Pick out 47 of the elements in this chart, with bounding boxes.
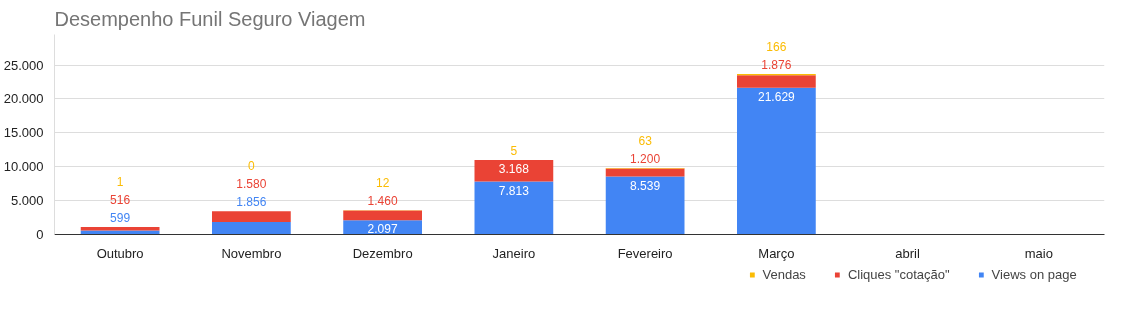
data-label: 0 (248, 159, 256, 174)
bar (474, 181, 554, 235)
bar (737, 87, 816, 235)
y-tick-label: 25.000 (3, 57, 44, 73)
y-tick-label: 20.000 (3, 91, 44, 107)
x-tick-label: Dezembro (352, 245, 413, 261)
y-tick-label: 10.000 (3, 159, 44, 175)
bar (605, 168, 685, 177)
data-label: 1.580 (236, 177, 267, 192)
data-label: 1 (116, 174, 124, 189)
bar (474, 160, 554, 182)
legend-label: Cliques "cotação" (847, 266, 950, 282)
data-label: 63 (638, 134, 653, 149)
y-tick-label: 5.000 (10, 193, 44, 209)
data-label: 12 (375, 176, 390, 191)
x-tick-label: Outubro (96, 245, 144, 261)
bar (605, 176, 685, 235)
data-label: 599 (110, 210, 131, 225)
data-label: 1.460 (367, 194, 398, 209)
bar (212, 221, 291, 235)
bar (212, 211, 291, 222)
data-label: 7.813 (498, 183, 530, 198)
y-tick-label: 0 (36, 227, 44, 242)
x-tick-label: Janeiro (492, 245, 536, 261)
data-label: 2.097 (367, 222, 398, 237)
x-tick-label: Novembro (221, 245, 282, 261)
bar (737, 75, 816, 88)
data-label: 166 (766, 40, 787, 55)
data-label: 21.629 (758, 89, 796, 104)
x-tick-label: Março (758, 245, 795, 261)
chart-title: Desempenho Funil Seguro Viagem (54, 7, 366, 30)
data-label: 516 (110, 192, 131, 207)
data-label: 1.856 (236, 195, 267, 210)
y-tick-label: 15.000 (3, 125, 44, 141)
bar (80, 230, 160, 235)
x-tick-label: maio (1024, 245, 1053, 261)
bar (343, 210, 422, 221)
data-label: 1.200 (630, 152, 661, 167)
x-tick-label: abril (895, 245, 921, 261)
data-label: 1.876 (761, 58, 792, 73)
legend-label: Vendas (762, 266, 806, 282)
x-tick-label: Fevereiro (617, 245, 673, 261)
bar (80, 226, 160, 231)
legend-label: Views on page (991, 266, 1077, 282)
data-label: 5 (510, 144, 518, 159)
data-label: 3.168 (498, 162, 530, 177)
data-label: 8.539 (630, 178, 661, 193)
